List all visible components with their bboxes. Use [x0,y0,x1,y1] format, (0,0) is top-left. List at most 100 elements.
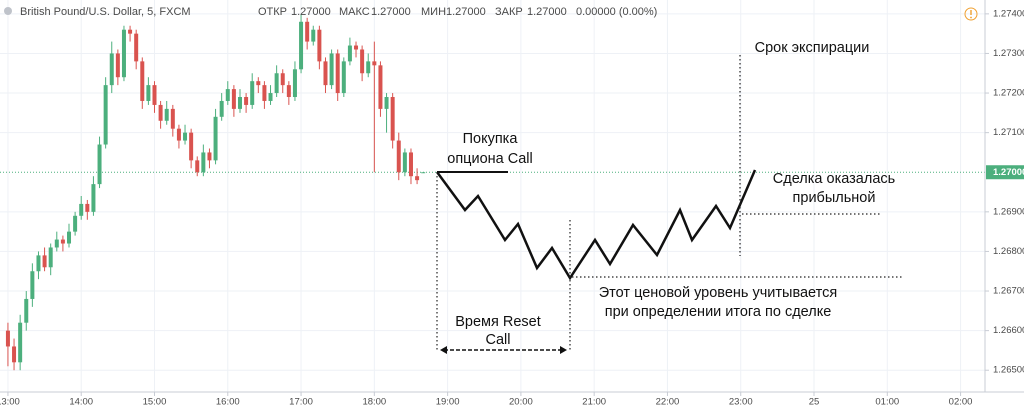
x-tick-label: 01:00 [875,397,899,408]
candle-body [390,97,395,141]
candle-body [195,160,200,173]
candle-body [115,53,120,78]
candle-body [250,81,255,105]
candle-body [341,61,346,94]
alert-icon[interactable] [964,7,978,21]
candle-body [335,53,340,94]
x-tick-label: 16:00 [216,397,240,408]
candle-body [164,108,169,121]
candle-body [305,21,310,42]
candle-body [292,69,297,98]
annotation: прибыльной [793,190,876,206]
candle-body [372,61,377,66]
header-label: ЗАКР [495,6,523,18]
candle-body [121,29,126,78]
candle-body [237,97,242,109]
last-price-label: 1.27000 [993,167,1024,178]
candle-body [274,73,279,94]
candle-body [262,85,267,101]
header-value: 1.27000 [527,6,567,18]
candle-body [79,203,84,216]
annotation-drawing [435,55,902,354]
candle-body [329,53,334,86]
candle-body [317,29,322,62]
candle-body [73,215,78,232]
y-tick-label: 1.27100 [993,127,1024,138]
candle-body [48,247,53,268]
header-value: 0.00000 (0.00%) [576,6,657,18]
candle-body [54,239,59,248]
y-tick-label: 1.27400 [993,8,1024,19]
x-tick-label: 23:00 [729,397,753,408]
candle-body [5,330,10,347]
candle-body [268,93,273,101]
candle-body [402,152,407,173]
candle-body [97,144,102,185]
header: British Pound/U.S. Dollar, 5, FXCM ОТКР … [4,6,657,18]
candle-body [36,255,41,272]
x-tick-label: 22:00 [656,397,680,408]
annotation: Call [486,332,511,348]
candle-body [396,140,401,173]
candle-body [60,239,65,244]
candle-body [134,33,139,62]
candle-body [128,29,133,34]
candle-body [152,85,157,105]
candle-body [244,97,249,105]
candle-body [24,298,29,323]
y-tick-label: 1.27300 [993,48,1024,59]
header-label: МАКС [339,6,370,18]
alert-dot [970,16,972,19]
y-tick-label: 1.26500 [993,365,1024,376]
symbol: British Pound/U.S. Dollar, 5, FXCM [20,6,191,18]
alert-circle[interactable] [964,7,978,21]
candle-body [219,100,224,117]
candle-body [146,85,151,101]
x-tick-label: 13:00 [0,397,20,408]
x-tick-label: 21:00 [582,397,606,408]
annotation: Время Reset [455,314,541,330]
candle-body [12,346,17,363]
candle-body [360,49,365,74]
header-label: ОТКР [258,6,287,18]
candle-body [170,108,175,129]
candle-body [207,152,212,161]
axes: 1.27400 1.27300 1.27200 1.27100 1.26900 1.268… [0,8,1024,408]
last-price-box [986,165,1024,180]
candle-body [225,89,230,101]
candle-body [30,271,35,299]
x-tick-label: 02:00 [949,397,973,408]
x-tick-label: 20:00 [509,397,533,408]
x-tick-label: 15:00 [143,397,167,408]
candle-body [280,73,285,86]
candle-body [67,231,72,244]
x-tick-label: 17:00 [289,397,313,408]
annotation: при определении итога по сделке [605,304,832,320]
candle-body [189,132,194,161]
candle-body [158,104,163,121]
candle-body [384,97,389,109]
candle-body [103,85,108,145]
header-label: МИН [421,6,446,18]
annotation: Срок экспирации [755,40,870,56]
x-tick-label: 19:00 [436,397,460,408]
candle-body [286,85,291,98]
header-value: 1.27000 [291,6,331,18]
annotation: опциона Call [447,151,532,167]
x-tick-label: 14:00 [69,397,93,408]
candle-body [183,132,188,141]
candle-body [109,53,114,86]
candle-body [42,255,47,268]
candle-body [408,152,413,177]
x-tick-label: 18:00 [362,397,386,408]
candle-body [201,152,206,173]
candle-body [323,61,328,86]
y-tick-label: 1.26600 [993,325,1024,336]
candle-body [176,128,181,141]
candle-body [213,116,218,161]
header-value: 1.27000 [371,6,411,18]
y-tick-label: 1.27200 [993,88,1024,99]
annotation: Этот ценовой уровень учитывается [599,285,837,301]
